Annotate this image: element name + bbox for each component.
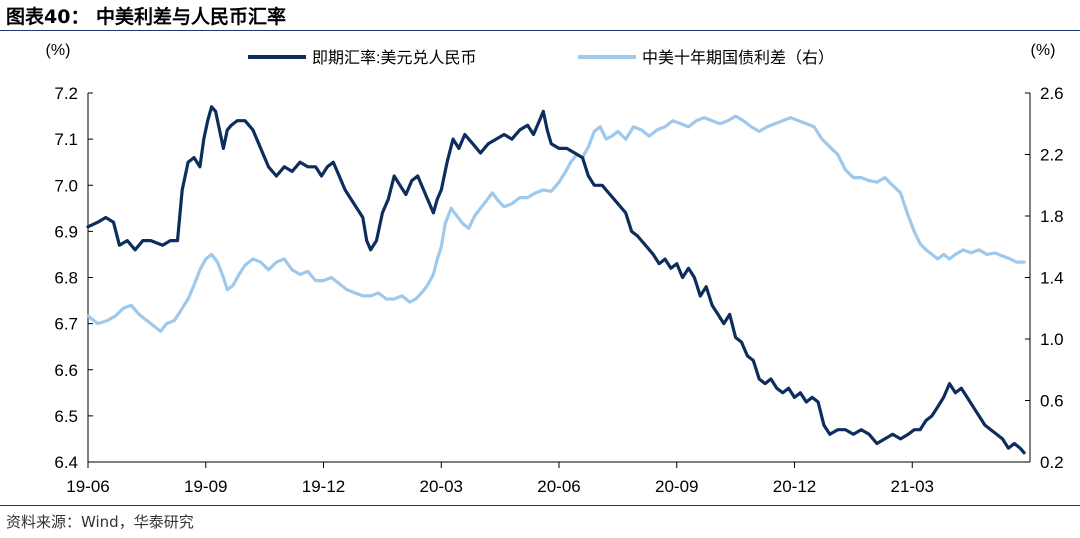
figure-title: 图表40： 中美利差与人民币汇率 bbox=[6, 6, 287, 28]
x-tick-label: 19-06 bbox=[66, 477, 109, 496]
source-rule bbox=[0, 505, 1080, 506]
x-tick-label: 20-03 bbox=[420, 477, 463, 496]
x-tick-label: 19-09 bbox=[184, 477, 227, 496]
x-tick-label: 20-09 bbox=[655, 477, 698, 496]
right-tick-label: 1.8 bbox=[1040, 207, 1064, 226]
right-tick-label: 1.4 bbox=[1040, 269, 1064, 288]
left-tick-label: 7.1 bbox=[54, 130, 78, 149]
chart-legend: 即期汇率:美元兑人民币 中美十年期国债利差（右） bbox=[248, 49, 834, 67]
right-tick-label: 2.2 bbox=[1040, 146, 1064, 165]
right-tick-label: 2.6 bbox=[1040, 84, 1064, 103]
legend-label-1: 即期汇率:美元兑人民币 bbox=[312, 49, 476, 67]
x-tick-label: 20-06 bbox=[537, 477, 580, 496]
usdcny-spot-line bbox=[86, 105, 1026, 455]
left-tick-label: 7.2 bbox=[54, 84, 78, 103]
x-tick-label: 20-12 bbox=[773, 477, 816, 496]
chart-lines bbox=[86, 105, 1026, 455]
right-tick-label: 1.0 bbox=[1040, 330, 1064, 349]
left-tick-label: 7.0 bbox=[54, 176, 78, 195]
source-note: 资料来源：Wind，华泰研究 bbox=[6, 513, 194, 531]
right-tick-label: 0.6 bbox=[1040, 392, 1064, 411]
x-tick-label: 21-03 bbox=[891, 477, 934, 496]
left-tick-label: 6.4 bbox=[54, 453, 78, 472]
right-axis-unit: (%) bbox=[1031, 42, 1056, 59]
cn-us-10y-spread-line bbox=[86, 114, 1026, 333]
x-tick-label: 19-12 bbox=[302, 477, 345, 496]
legend-label-2: 中美十年期国债利差（右） bbox=[642, 49, 834, 67]
right-tick-label: 0.2 bbox=[1040, 453, 1064, 472]
left-axis-unit: (%) bbox=[46, 42, 71, 59]
left-tick-label: 6.9 bbox=[54, 222, 78, 241]
left-tick-label: 6.5 bbox=[54, 407, 78, 426]
left-tick-label: 6.8 bbox=[54, 269, 78, 288]
chart-axes: (%) (%) 6.4 6.5 6.6 6.7 6.8 6.9 7.0 7.1 7.2 0.2 0.6 1… bbox=[46, 42, 1064, 496]
title-rule bbox=[0, 30, 1080, 31]
left-tick-label: 6.7 bbox=[54, 315, 78, 334]
left-tick-label: 6.6 bbox=[54, 361, 78, 380]
